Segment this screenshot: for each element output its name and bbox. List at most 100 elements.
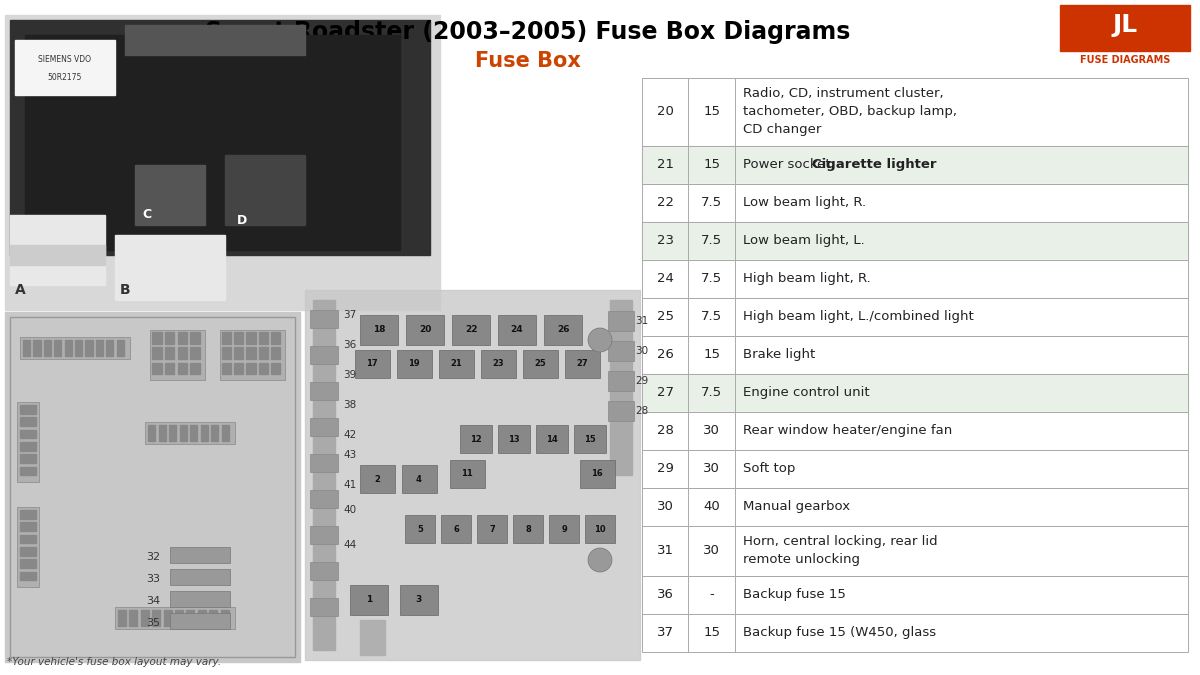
Text: Radio, CD, instrument cluster,: Radio, CD, instrument cluster, bbox=[743, 87, 943, 100]
Text: tachometer, OBD, backup lamp,: tachometer, OBD, backup lamp, bbox=[743, 105, 956, 118]
Bar bbox=[1060, 5, 1190, 51]
Text: C: C bbox=[143, 209, 151, 221]
Text: 14: 14 bbox=[546, 435, 558, 443]
Text: Brake light: Brake light bbox=[743, 348, 815, 361]
Bar bbox=[220, 330, 286, 380]
Text: 1: 1 bbox=[366, 595, 372, 605]
Text: D: D bbox=[236, 213, 247, 227]
Bar bbox=[170, 569, 230, 585]
Bar bbox=[134, 165, 205, 225]
Text: 25: 25 bbox=[534, 360, 546, 369]
Bar bbox=[20, 466, 36, 475]
Bar bbox=[514, 515, 542, 543]
Bar bbox=[608, 401, 634, 421]
Text: 7.5: 7.5 bbox=[701, 310, 722, 323]
Text: 32: 32 bbox=[146, 552, 160, 562]
Text: 26: 26 bbox=[557, 325, 569, 335]
Bar bbox=[190, 425, 197, 441]
Bar bbox=[406, 315, 444, 345]
Bar bbox=[158, 425, 166, 441]
Bar bbox=[310, 418, 338, 436]
Bar bbox=[642, 146, 1188, 184]
Bar bbox=[402, 465, 437, 493]
Bar bbox=[310, 562, 338, 580]
Bar bbox=[642, 184, 1188, 221]
Bar bbox=[20, 547, 36, 556]
Text: JL: JL bbox=[1112, 13, 1138, 36]
Text: Horn, central locking, rear lid: Horn, central locking, rear lid bbox=[743, 535, 937, 548]
Text: Backup fuse 15 (W450, glass: Backup fuse 15 (W450, glass bbox=[743, 626, 936, 639]
Bar bbox=[178, 362, 187, 374]
Text: Manual gearbox: Manual gearbox bbox=[743, 500, 850, 513]
Text: High beam light, R.: High beam light, R. bbox=[743, 272, 870, 285]
Text: 11: 11 bbox=[461, 470, 473, 479]
Text: 10: 10 bbox=[594, 524, 606, 533]
Bar bbox=[608, 341, 634, 361]
Bar bbox=[222, 332, 232, 344]
Text: remote unlocking: remote unlocking bbox=[743, 553, 860, 566]
Text: 36: 36 bbox=[656, 588, 673, 601]
Bar bbox=[642, 576, 1188, 614]
Text: 21: 21 bbox=[450, 360, 462, 369]
Text: B: B bbox=[120, 283, 131, 297]
Bar bbox=[246, 348, 256, 359]
Text: 36: 36 bbox=[343, 340, 356, 350]
Text: 9: 9 bbox=[562, 524, 566, 533]
Text: 25: 25 bbox=[656, 310, 673, 323]
Bar bbox=[150, 330, 205, 380]
Bar bbox=[170, 613, 230, 629]
Bar bbox=[178, 348, 187, 359]
Text: Low beam light, L.: Low beam light, L. bbox=[743, 234, 864, 247]
Bar bbox=[200, 425, 208, 441]
Bar bbox=[642, 260, 1188, 298]
Bar bbox=[222, 348, 232, 359]
Bar bbox=[152, 610, 160, 626]
Bar bbox=[234, 348, 244, 359]
Text: Low beam light, R.: Low beam light, R. bbox=[743, 196, 866, 209]
Text: 31: 31 bbox=[656, 544, 673, 557]
Bar bbox=[226, 155, 305, 225]
Text: 20: 20 bbox=[419, 325, 431, 335]
Text: 29: 29 bbox=[635, 376, 648, 386]
Text: 21: 21 bbox=[656, 158, 673, 171]
Text: 42: 42 bbox=[343, 430, 356, 440]
Text: 23: 23 bbox=[492, 360, 504, 369]
Bar bbox=[460, 425, 492, 453]
Bar bbox=[25, 35, 400, 250]
Bar bbox=[43, 340, 52, 356]
Text: 27: 27 bbox=[576, 360, 588, 369]
Text: 15: 15 bbox=[584, 435, 596, 443]
Bar bbox=[191, 348, 200, 359]
Bar bbox=[360, 620, 385, 655]
Bar bbox=[246, 332, 256, 344]
Bar bbox=[642, 260, 1188, 298]
Bar bbox=[586, 515, 616, 543]
Text: 8: 8 bbox=[526, 524, 530, 533]
Bar bbox=[271, 348, 280, 359]
Text: Smart Roadster (2003–2005) Fuse Box Diagrams: Smart Roadster (2003–2005) Fuse Box Diag… bbox=[205, 20, 851, 45]
Text: 17: 17 bbox=[366, 360, 378, 369]
Bar bbox=[222, 362, 232, 374]
Text: 30: 30 bbox=[656, 500, 673, 513]
Bar bbox=[116, 340, 124, 356]
Bar bbox=[544, 315, 582, 345]
Bar bbox=[246, 362, 256, 374]
Bar bbox=[310, 454, 338, 472]
Bar bbox=[178, 332, 187, 344]
Bar bbox=[350, 585, 388, 615]
Bar bbox=[198, 610, 205, 626]
Bar bbox=[169, 425, 176, 441]
Bar bbox=[642, 374, 1188, 412]
Bar bbox=[642, 614, 1188, 651]
Text: Backup fuse 15: Backup fuse 15 bbox=[743, 588, 846, 601]
Text: Soft top: Soft top bbox=[743, 462, 796, 475]
Bar bbox=[209, 610, 217, 626]
Bar bbox=[498, 315, 536, 345]
Bar bbox=[642, 450, 1188, 487]
Bar bbox=[211, 425, 218, 441]
Bar bbox=[481, 350, 516, 378]
Bar bbox=[642, 450, 1188, 487]
Bar bbox=[65, 340, 72, 356]
Bar bbox=[20, 442, 36, 451]
Bar bbox=[115, 235, 226, 300]
